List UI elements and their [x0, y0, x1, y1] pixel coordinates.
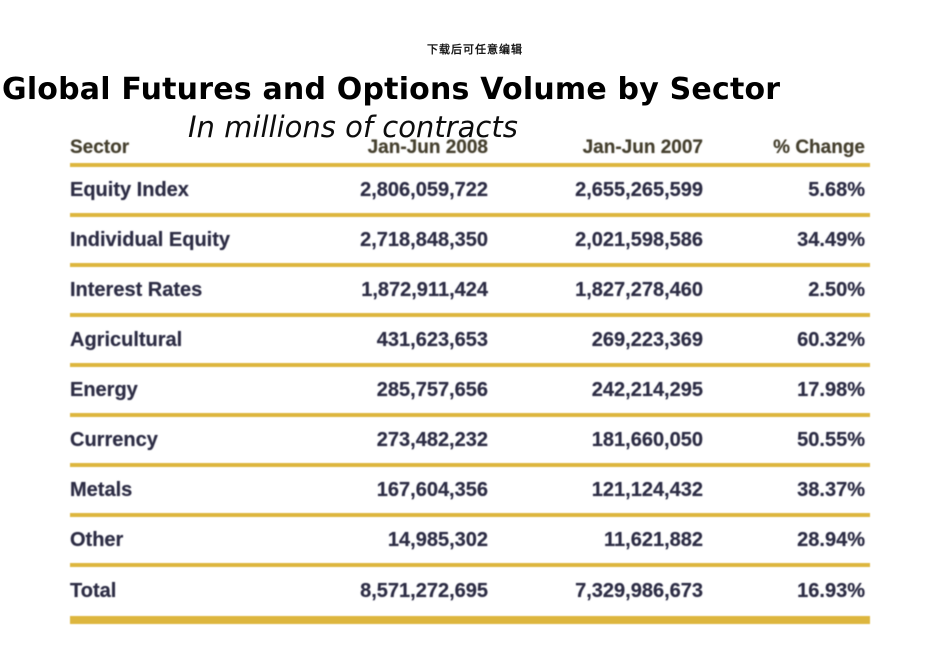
pct-change-cell: 34.49%	[797, 228, 865, 251]
value-2007-cell: 2,655,265,599	[575, 178, 703, 201]
pct-change-cell: 60.32%	[797, 328, 865, 351]
value-2007-cell: 121,124,432	[591, 478, 703, 501]
pct-change-cell: 2.50%	[808, 278, 865, 301]
value-2007-cell: 181,660,050	[591, 428, 703, 451]
table-row: Individual Equity 2,718,848,350 2,021,59…	[70, 217, 870, 267]
value-2008-cell: 431,623,653	[376, 328, 488, 351]
watermark-text: 下载后可任意编辑	[427, 44, 523, 56]
page-title: Global Futures and Options Volume by Sec…	[2, 72, 781, 107]
table-row: Equity Index 2,806,059,722 2,655,265,599…	[70, 167, 870, 217]
value-2007-cell: 242,214,295	[591, 378, 703, 401]
table-row: Interest Rates 1,872,911,424 1,827,278,4…	[70, 267, 870, 317]
value-2007-cell: 7,329,986,673	[575, 580, 703, 602]
sector-cell: Individual Equity	[70, 228, 231, 251]
page-subtitle: In millions of contracts	[188, 110, 518, 144]
column-header-2008: Jan-Jun 2008	[367, 137, 488, 158]
table-row: Currency 273,482,232 181,660,050 50.55%	[70, 417, 870, 467]
sector-cell: Metals	[70, 478, 133, 501]
pct-change-cell: 16.93%	[797, 580, 865, 602]
column-header-sector: Sector	[70, 137, 130, 158]
value-2008-cell: 2,806,059,722	[360, 178, 488, 201]
sector-cell: Currency	[70, 428, 158, 451]
table-row: Metals 167,604,356 121,124,432 38.37%	[70, 467, 870, 517]
value-2008-cell: 14,985,302	[387, 528, 488, 551]
sector-cell: Agricultural	[70, 328, 183, 351]
table-row: Agricultural 431,623,653 269,223,369 60.…	[70, 317, 870, 367]
sector-cell: Other	[70, 528, 124, 551]
sector-cell: Equity Index	[70, 178, 189, 201]
sector-cell: Interest Rates	[70, 278, 203, 301]
column-header-2007: Jan-Jun 2007	[582, 137, 703, 158]
table-row: Energy 285,757,656 242,214,295 17.98%	[70, 367, 870, 417]
value-2007-cell: 269,223,369	[591, 328, 703, 351]
pct-change-cell: 28.94%	[797, 528, 865, 551]
sector-cell: Energy	[70, 378, 138, 401]
value-2008-cell: 167,604,356	[376, 478, 488, 501]
pct-change-cell: 50.55%	[797, 428, 865, 451]
value-2008-cell: 2,718,848,350	[360, 228, 488, 251]
pct-change-cell: 17.98%	[797, 378, 865, 401]
value-2008-cell: 1,872,911,424	[361, 278, 488, 301]
value-2008-cell: 8,571,272,695	[360, 580, 488, 602]
pct-change-cell: 38.37%	[797, 478, 865, 501]
value-2008-cell: 285,757,656	[376, 378, 488, 401]
sector-cell: Total	[70, 580, 117, 602]
pct-change-cell: 5.68%	[808, 178, 865, 201]
table-total-row: Total 8,571,272,695 7,329,986,673 16.93%	[70, 567, 870, 624]
sector-volume-table: Sector Jan-Jun 2008 Jan-Jun 2007 % Chang…	[70, 133, 870, 624]
table-row: Other 14,985,302 11,621,882 28.94%	[70, 517, 870, 567]
table-header-row: Sector Jan-Jun 2008 Jan-Jun 2007 % Chang…	[70, 133, 870, 167]
value-2007-cell: 11,621,882	[604, 528, 703, 551]
value-2007-cell: 1,827,278,460	[575, 278, 703, 301]
value-2008-cell: 273,482,232	[376, 428, 488, 451]
value-2007-cell: 2,021,598,586	[575, 228, 703, 251]
column-header-change: % Change	[773, 137, 865, 158]
